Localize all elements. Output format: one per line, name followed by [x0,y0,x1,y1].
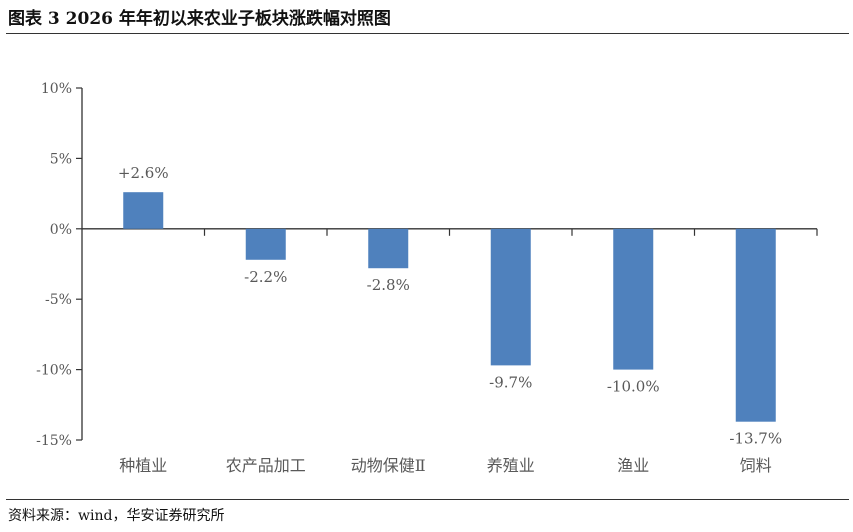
data-label: -2.2% [244,268,287,286]
category-label: 养殖业 [487,456,535,475]
data-label: -10.0% [607,378,660,396]
bar [245,228,286,260]
y-tick-label: 5% [50,151,72,167]
source-note: 资料来源：wind，华安证券研究所 [8,508,225,524]
bar [490,228,531,366]
data-label: +2.6% [118,164,169,182]
bar [735,228,776,422]
category-label: 渔业 [617,456,649,475]
data-label: -2.8% [367,276,410,294]
footer-divider [6,499,849,500]
y-tick-label: 0% [50,222,72,238]
data-label: -9.7% [489,373,532,391]
chart-title: 图表 3 2026 年年初以来农业子板块涨跌幅对照图 [8,9,391,29]
bar [613,228,654,370]
bar [123,192,164,229]
category-label: 饲料 [740,456,772,475]
category-label: 动物保健Ⅱ [351,456,426,475]
bar [368,228,409,269]
category-label: 种植业 [119,456,167,475]
title-divider [6,33,849,34]
category-label: 农产品加工 [226,456,306,475]
y-tick-label: -10% [36,363,72,379]
y-tick-label: 10% [41,81,72,97]
data-label: -13.7% [729,430,782,448]
y-tick-label: -15% [36,433,72,449]
y-tick-label: -5% [45,292,72,308]
